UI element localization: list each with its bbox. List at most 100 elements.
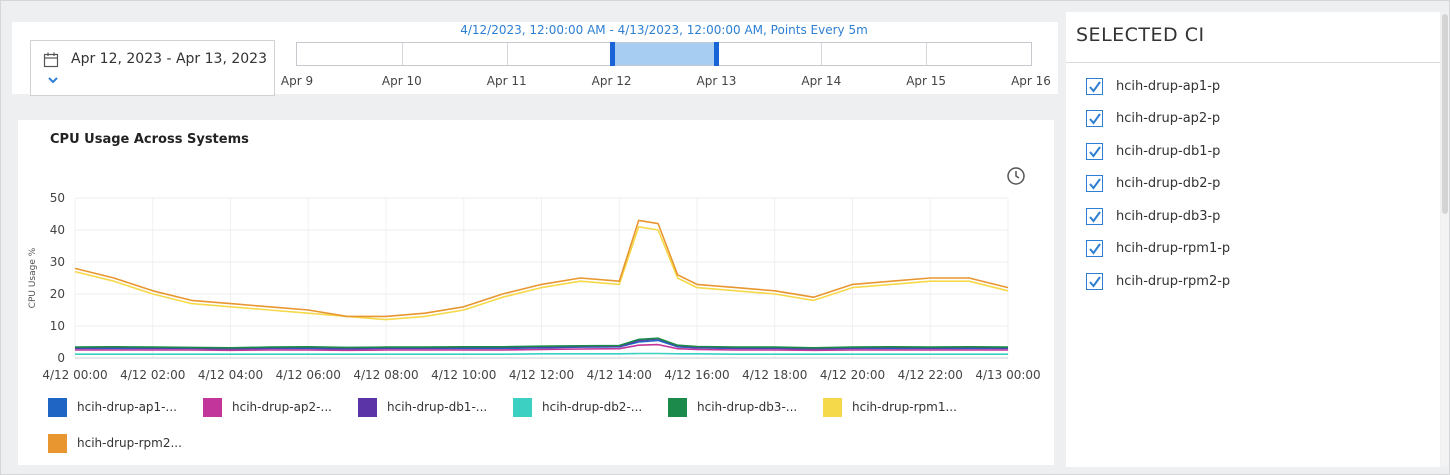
ci-label: hcih-drup-db1-p xyxy=(1116,143,1221,159)
x-tick-label: 4/12 10:00 xyxy=(431,368,496,382)
legend-label: hcih-drup-db1-... xyxy=(387,400,488,414)
x-tick-label: 4/12 08:00 xyxy=(353,368,418,382)
checkmark-icon xyxy=(1089,275,1101,288)
slider-selection-window[interactable] xyxy=(611,43,717,65)
ci-item[interactable]: hcih-drup-db1-p xyxy=(1086,141,1220,161)
legend-swatch xyxy=(823,397,842,417)
x-tick-label: 4/12 14:00 xyxy=(587,368,652,382)
x-tick-label: 4/12 12:00 xyxy=(509,368,574,382)
slider-tick xyxy=(506,43,508,65)
x-tick-label: 4/12 02:00 xyxy=(120,368,185,382)
clock-icon[interactable] xyxy=(1006,166,1026,186)
legend-swatch xyxy=(48,433,67,453)
ci-label: hcih-drup-db2-p xyxy=(1116,176,1221,191)
ci-checkbox[interactable] xyxy=(1086,142,1103,160)
x-tick-label: 4/12 20:00 xyxy=(820,368,885,382)
legend-swatch xyxy=(668,397,687,417)
legend-label: hcih-drup-ap1-... xyxy=(77,400,177,414)
x-tick-label: 4/13 00:00 xyxy=(975,368,1040,382)
ci-checkbox[interactable] xyxy=(1086,207,1103,225)
slider-tick xyxy=(926,43,928,65)
legend-swatch xyxy=(513,397,532,417)
ci-checkbox[interactable] xyxy=(1086,272,1103,290)
ci-label: hcih-drup-ap1-p xyxy=(1116,78,1221,94)
selected-ci-panel: SELECTED CI hcih-drup-ap1-p hcih-drup-ap2… xyxy=(1066,12,1440,467)
slider-date-label: Apr 9 xyxy=(280,74,314,88)
scrollbar-thumb[interactable] xyxy=(1442,14,1448,214)
ci-label: hcih-drup-rpm2-p xyxy=(1116,273,1231,289)
y-axis-label: CPU Usage % xyxy=(28,247,38,308)
y-tick-label: 0 xyxy=(57,351,65,365)
series-line[interactable] xyxy=(75,343,1008,352)
cpu-usage-line-chart: 0 10 20 30 40 50 4/12 00:00 4/12 02:00 4/12 04:0… xyxy=(28,191,1041,382)
legend-label: hcih-drup-ap2-... xyxy=(232,400,332,414)
chevron-down-icon[interactable] xyxy=(47,75,59,85)
x-tick-label: 4/12 22:00 xyxy=(898,368,963,382)
ci-item[interactable]: hcih-drup-ap2-p xyxy=(1086,109,1220,129)
checkmark-icon xyxy=(1089,145,1101,158)
x-tick-label: 4/12 00:00 xyxy=(42,368,107,382)
legend-swatch xyxy=(203,397,222,417)
range-caption: 4/12/2023, 12:00:00 AM - 4/13/2023, 12:0… xyxy=(460,23,868,37)
y-tick-label: 50 xyxy=(50,191,65,205)
calendar-icon xyxy=(43,52,59,68)
series-line[interactable] xyxy=(74,219,1009,318)
chart-title: CPU Usage Across Systems xyxy=(50,132,249,147)
legend-label: hcih-drup-rpm1... xyxy=(852,400,957,414)
slider-date-label: Apr 16 xyxy=(1011,74,1051,88)
slider-date-label: Apr 10 xyxy=(381,74,422,88)
y-tick-label: 10 xyxy=(50,319,65,333)
scrollbar[interactable] xyxy=(1441,12,1449,467)
ci-checkbox[interactable] xyxy=(1086,77,1103,95)
x-tick-label: 4/12 16:00 xyxy=(664,368,729,382)
checkmark-icon xyxy=(1089,243,1101,255)
ci-label: hcih-drup-ap2-p xyxy=(1116,111,1221,126)
date-range-label: Apr 12, 2023 - Apr 13, 2023 xyxy=(71,51,267,67)
legend-item[interactable]: hcih-drup-db2-... xyxy=(513,396,642,418)
series-line[interactable] xyxy=(74,226,1009,321)
slider-date-label: Apr 13 xyxy=(696,74,737,88)
slider-tick xyxy=(401,43,403,65)
slider-start-handle[interactable] xyxy=(609,42,615,66)
checkmark-icon xyxy=(1089,80,1101,93)
ci-label: hcih-drup-rpm1-p xyxy=(1116,241,1231,256)
checkmark-icon xyxy=(1089,178,1101,190)
y-tick-label: 30 xyxy=(50,255,65,269)
ci-label: hcih-drup-db3-p xyxy=(1116,208,1221,224)
x-tick-label: 4/12 04:00 xyxy=(198,368,263,382)
series-line[interactable] xyxy=(74,337,1009,349)
legend-label: hcih-drup-rpm2... xyxy=(77,436,182,450)
x-tick-label: 4/12 06:00 xyxy=(276,368,341,382)
ci-item[interactable]: hcih-drup-db3-p xyxy=(1086,206,1220,226)
ci-checkbox[interactable] xyxy=(1086,175,1103,192)
legend-item[interactable]: hcih-drup-db3-... xyxy=(668,396,797,418)
x-tick-label: 4/12 18:00 xyxy=(742,368,807,382)
legend-item[interactable]: hcih-drup-ap2-... xyxy=(203,396,332,418)
legend-label: hcih-drup-db3-... xyxy=(697,400,798,414)
time-range-slider[interactable] xyxy=(296,42,1032,66)
ci-item[interactable]: hcih-drup-rpm1-p xyxy=(1086,239,1230,259)
legend-item[interactable]: hcih-drup-db1-... xyxy=(358,396,487,418)
legend-item[interactable]: hcih-drup-rpm2... xyxy=(48,432,182,454)
legend-swatch xyxy=(358,397,377,417)
ci-item[interactable]: hcih-drup-db2-p xyxy=(1086,174,1220,194)
checkmark-icon xyxy=(1089,113,1101,125)
slider-tick xyxy=(821,43,823,65)
y-tick-label: 40 xyxy=(50,223,65,237)
checkmark-icon xyxy=(1089,210,1101,223)
divider xyxy=(1066,62,1440,63)
ci-item[interactable]: hcih-drup-rpm2-p xyxy=(1086,271,1230,291)
y-tick-label: 20 xyxy=(50,287,65,301)
slider-date-label: Apr 14 xyxy=(801,74,842,88)
slider-end-handle[interactable] xyxy=(714,42,720,66)
ci-checkbox[interactable] xyxy=(1086,110,1103,127)
legend-item[interactable]: hcih-drup-rpm1... xyxy=(823,396,957,418)
slider-date-label: Apr 15 xyxy=(906,74,947,88)
ci-item[interactable]: hcih-drup-ap1-p xyxy=(1086,76,1220,96)
date-range-picker[interactable]: Apr 12, 2023 - Apr 13, 2023 xyxy=(30,40,275,96)
ci-checkbox[interactable] xyxy=(1086,240,1103,257)
chart-card: CPU Usage Across Systems 0 10 20 30 40 50 4/12… xyxy=(18,120,1054,465)
series-line[interactable] xyxy=(75,352,1008,355)
legend-item[interactable]: hcih-drup-ap1-... xyxy=(48,396,177,418)
legend-label: hcih-drup-db2-... xyxy=(542,400,643,414)
